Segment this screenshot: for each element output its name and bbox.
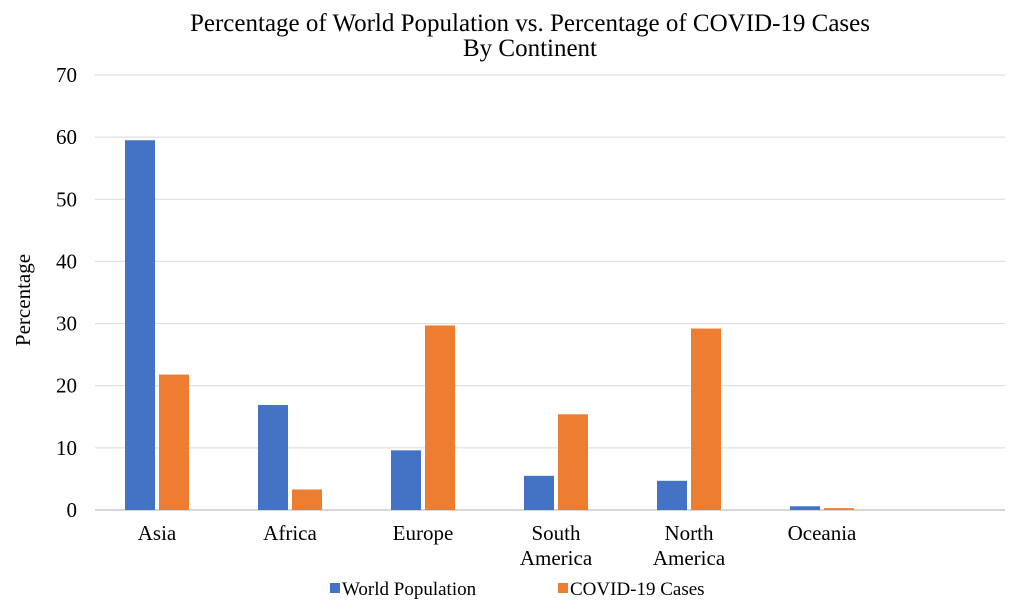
y-tick-label: 70 <box>56 63 77 87</box>
chart-title: Percentage of World Population vs. Perce… <box>190 10 870 37</box>
category-label: Oceania <box>788 521 857 545</box>
y-tick-label: 40 <box>56 249 77 273</box>
bar-covid-cases <box>292 489 322 510</box>
y-axis-ticks: 0 10 20 30 40 50 60 70 <box>56 63 77 522</box>
category-label: Africa <box>263 521 317 545</box>
legend-label: World Population <box>342 579 477 600</box>
legend-label: COVID-19 Cases <box>570 579 705 600</box>
category-label: America <box>653 546 726 570</box>
y-tick-label: 50 <box>56 187 77 211</box>
bar-world-population <box>391 450 421 510</box>
bar-world-population <box>125 140 155 510</box>
legend-swatch <box>330 583 340 593</box>
legend: World Population COVID-19 Cases <box>330 579 705 600</box>
gridlines <box>95 74 1005 511</box>
y-axis-title: Percentage <box>11 254 35 346</box>
bars <box>125 140 854 510</box>
chart-subtitle: By Continent <box>463 35 597 62</box>
y-tick-label: 60 <box>56 125 77 149</box>
bar-covid-cases <box>824 508 854 510</box>
y-tick-label: 10 <box>56 436 77 460</box>
bar-world-population <box>790 506 820 510</box>
legend-swatch <box>558 583 568 593</box>
bar-world-population <box>657 480 687 510</box>
bar-world-population <box>258 404 288 510</box>
x-axis-categories: Asia Africa Europe SouthAmericaNorthAmerica… <box>138 521 857 570</box>
y-tick-label: 30 <box>56 312 77 336</box>
bar-covid-cases <box>691 328 721 510</box>
bar-covid-cases <box>558 414 588 510</box>
y-tick-label: 0 <box>67 498 78 522</box>
category-label: South <box>531 521 581 545</box>
category-label: North <box>665 521 714 545</box>
y-tick-label: 20 <box>56 374 77 398</box>
category-label: Asia <box>138 521 177 545</box>
bar-world-population <box>524 475 554 510</box>
bar-covid-cases <box>425 325 455 510</box>
bar-covid-cases <box>159 374 189 510</box>
category-label: America <box>520 546 593 570</box>
category-label: Europe <box>393 521 454 545</box>
